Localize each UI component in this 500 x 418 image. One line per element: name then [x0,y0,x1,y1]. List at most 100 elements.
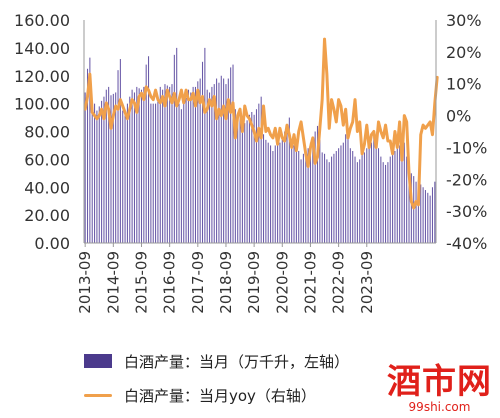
bar [373,137,375,243]
bar [216,78,218,243]
watermark-logo: 酒市网 99shi.com [387,364,492,414]
bar [255,109,258,243]
bar [251,111,253,244]
bar [187,89,189,243]
bar [148,56,150,243]
bar [112,93,114,244]
bar [94,103,96,244]
bar [159,86,161,244]
bar [340,145,342,243]
bar [415,181,417,243]
bar [232,64,234,243]
bar [150,103,152,244]
right-axis-tick-label: -10% [446,138,487,157]
bar [431,187,434,243]
left-axis-tick-label: 0.00 [34,234,70,253]
bar [157,100,159,243]
bar [105,89,107,243]
bar [199,78,201,243]
bar [166,85,168,243]
bar [270,145,272,243]
bar [319,139,321,243]
right-axis-tick-label: -30% [446,202,487,221]
bar [131,89,133,243]
bar [262,134,265,243]
bar [422,187,424,243]
bar [298,151,300,243]
left-axis-tick-label: 140.00 [14,39,70,58]
bar [101,100,103,243]
bar [180,109,182,243]
bar [377,148,380,243]
bar [143,86,145,244]
bar [368,145,370,243]
bar [321,152,323,243]
x-tick-label: 2020-09 [273,251,291,314]
bar [176,47,178,244]
bar [122,110,124,243]
legend-line-label: 白酒产量：当月yoy（右轴） [124,386,316,405]
bar [265,139,267,243]
bar [220,75,222,243]
bar [399,145,401,243]
right-axis-ticks: 30% 20% 10% 0% -10% -20% -30% -40% [446,11,487,253]
bar [406,156,408,243]
bar [324,153,326,243]
bar [312,138,314,243]
x-tick-label: 2018-09 [217,251,235,314]
bar [375,142,377,243]
bar [248,114,250,243]
left-axis-tick-label: 60.00 [24,150,70,169]
bar [108,86,110,244]
right-axis-tick-label: -20% [446,170,487,189]
bar [115,92,117,243]
bar [237,114,239,243]
line-series-yoy [83,37,439,210]
bar [434,181,436,243]
bar [302,153,304,243]
bar [284,131,286,243]
bar-series-monthly-output [84,47,436,244]
bar [277,142,279,243]
left-axis-tick-label: 100.00 [14,95,70,114]
bar [331,156,333,243]
bar [227,78,229,243]
bar [190,92,192,243]
bar [89,57,91,243]
bar [396,148,398,243]
bar [192,86,194,244]
bar [291,139,293,243]
bar [380,156,382,243]
bar [197,81,199,243]
bar [385,164,387,243]
bar [241,117,243,243]
bar [234,109,236,243]
x-tick-label: 2013-09 [76,251,94,314]
bar [230,67,232,243]
bar [401,139,403,243]
bar [140,89,143,243]
legend-line-item: 白酒产量：当月yoy（右轴） [84,384,316,406]
bar [417,180,419,243]
bar [213,84,215,243]
bar [194,86,196,244]
bar [260,96,262,243]
x-axis-ticks: 2013-09 2014-09 2015-09 2016-09 2017-09 2018-… [76,243,376,314]
bar [429,195,431,243]
bar [274,145,276,243]
bar [382,162,384,243]
bar [300,159,302,244]
axis-lines [83,20,437,244]
left-axis-tick-label: 120.00 [14,67,70,86]
bar [309,142,311,243]
bar [206,89,208,243]
bar [286,125,288,243]
x-tick-label: 2015-09 [132,251,150,314]
bar [110,95,112,243]
right-axis-tick-label: -40% [446,234,487,253]
bar [96,110,98,243]
bar [293,145,295,243]
bar [279,142,281,243]
bar [314,131,316,243]
x-tick-label: 2019-09 [245,251,263,314]
